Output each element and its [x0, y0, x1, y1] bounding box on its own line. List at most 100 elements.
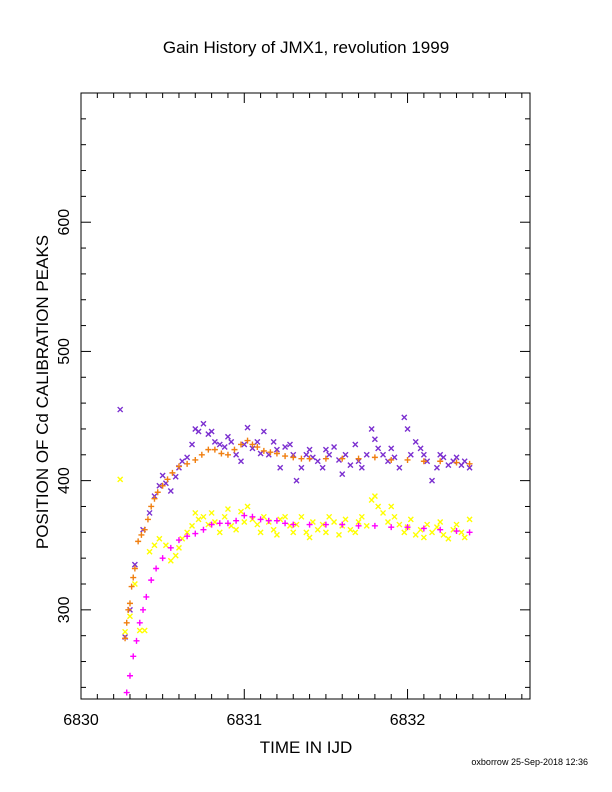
data-point — [192, 456, 199, 463]
data-point — [200, 526, 207, 533]
data-point — [244, 503, 251, 510]
data-point — [371, 436, 378, 443]
data-point — [420, 525, 427, 532]
y-tick-label: 600 — [56, 209, 73, 236]
data-point — [282, 453, 289, 460]
data-point — [156, 482, 163, 489]
data-point — [401, 529, 408, 536]
data-point — [355, 522, 362, 529]
data-point — [175, 544, 182, 551]
data-point — [303, 529, 310, 536]
data-point — [412, 531, 419, 538]
data-point — [282, 444, 289, 451]
data-point — [238, 441, 245, 448]
data-point — [133, 637, 140, 644]
data-point — [228, 438, 235, 445]
data-point — [277, 464, 284, 471]
data-point — [244, 437, 251, 444]
data-point — [429, 477, 436, 484]
data-point — [159, 555, 166, 562]
data-point — [249, 513, 256, 520]
data-point — [306, 534, 313, 541]
data-point — [221, 444, 228, 451]
purple-series — [117, 406, 473, 640]
data-point — [270, 438, 277, 445]
chart-title: Gain History of JMX1, revolution 1999 — [163, 38, 449, 57]
data-point — [306, 455, 313, 462]
data-point — [322, 521, 329, 528]
data-point — [331, 518, 338, 525]
data-point — [326, 451, 333, 458]
data-point — [159, 472, 166, 479]
data-point — [172, 473, 179, 480]
data-point — [198, 451, 205, 458]
data-point — [437, 526, 444, 533]
data-point — [184, 460, 191, 467]
data-point — [167, 487, 174, 494]
data-point — [151, 495, 158, 502]
orange-series — [122, 437, 473, 642]
data-point — [303, 451, 310, 458]
data-point — [342, 451, 349, 458]
data-point — [273, 517, 280, 524]
data-point — [358, 464, 365, 471]
x-axis-title: TIME IN IJD — [260, 738, 353, 757]
data-point — [241, 512, 248, 519]
data-point — [388, 445, 395, 452]
data-point — [298, 455, 305, 462]
data-point — [339, 455, 346, 462]
data-point — [404, 456, 411, 463]
data-point — [189, 441, 196, 448]
data-point — [391, 454, 398, 461]
data-point — [453, 454, 460, 461]
y-tick-label: 300 — [56, 596, 73, 623]
data-point — [241, 518, 248, 525]
data-point — [466, 516, 473, 523]
data-point — [257, 450, 264, 457]
data-point — [172, 552, 179, 559]
data-point — [293, 521, 300, 528]
data-point — [249, 441, 256, 448]
data-point — [141, 627, 148, 634]
data-point — [371, 493, 378, 500]
data-point — [314, 458, 321, 465]
data-point — [273, 446, 280, 453]
data-point — [224, 520, 231, 527]
data-point — [260, 428, 267, 435]
data-point — [347, 462, 354, 469]
x-tick-label: 6830 — [63, 712, 99, 729]
data-point — [167, 544, 174, 551]
data-point — [445, 535, 452, 542]
data-point — [388, 524, 395, 531]
data-point — [233, 526, 240, 533]
data-point — [184, 529, 191, 536]
data-point — [164, 476, 171, 483]
data-point — [126, 600, 133, 607]
data-point — [298, 464, 305, 471]
data-point — [238, 508, 245, 515]
axis-ticks — [80, 92, 530, 699]
data-point — [156, 535, 163, 542]
data-point — [412, 438, 419, 445]
data-point — [391, 513, 398, 520]
data-point — [205, 521, 212, 528]
data-point — [216, 529, 223, 536]
data-point — [224, 506, 231, 513]
data-point — [249, 445, 256, 452]
data-point — [437, 518, 444, 525]
data-point — [352, 529, 359, 536]
data-point — [148, 577, 155, 584]
data-point — [384, 518, 391, 525]
data-point — [355, 455, 362, 462]
data-point — [131, 561, 138, 568]
data-point — [122, 635, 129, 642]
data-point — [453, 528, 460, 535]
data-point — [126, 613, 133, 620]
data-point — [205, 446, 212, 453]
data-point — [221, 513, 228, 520]
data-point — [136, 627, 143, 634]
data-point — [286, 441, 293, 448]
data-point — [200, 513, 207, 520]
data-point — [401, 414, 408, 421]
data-point — [135, 538, 142, 545]
